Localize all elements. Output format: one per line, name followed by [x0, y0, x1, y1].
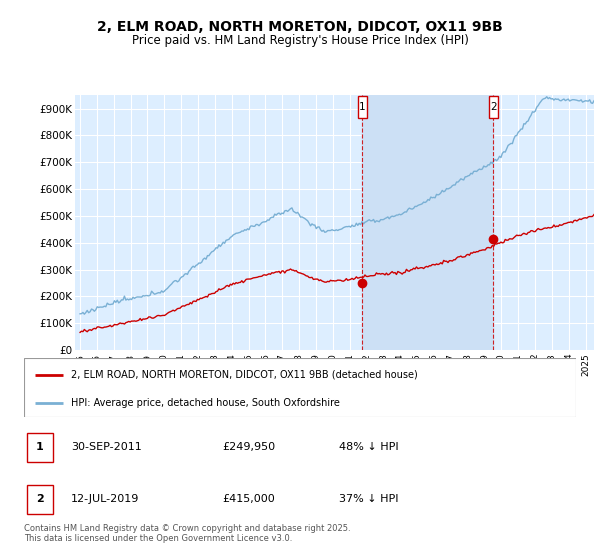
Text: 2: 2: [490, 102, 497, 113]
Text: Contains HM Land Registry data © Crown copyright and database right 2025.
This d: Contains HM Land Registry data © Crown c…: [24, 524, 350, 543]
Text: 2, ELM ROAD, NORTH MORETON, DIDCOT, OX11 9BB (detached house): 2, ELM ROAD, NORTH MORETON, DIDCOT, OX11…: [71, 370, 418, 380]
Text: Price paid vs. HM Land Registry's House Price Index (HPI): Price paid vs. HM Land Registry's House …: [131, 34, 469, 46]
Text: 48% ↓ HPI: 48% ↓ HPI: [338, 442, 398, 452]
Text: 30-SEP-2011: 30-SEP-2011: [71, 442, 142, 452]
FancyBboxPatch shape: [489, 96, 497, 118]
Text: 1: 1: [359, 102, 365, 113]
FancyBboxPatch shape: [27, 433, 53, 462]
Bar: [362, 95, 493, 350]
Text: HPI: Average price, detached house, South Oxfordshire: HPI: Average price, detached house, Sout…: [71, 398, 340, 408]
Text: 2, ELM ROAD, NORTH MORETON, DIDCOT, OX11 9BB: 2, ELM ROAD, NORTH MORETON, DIDCOT, OX11…: [97, 20, 503, 34]
Text: £415,000: £415,000: [223, 494, 275, 504]
FancyBboxPatch shape: [24, 358, 576, 417]
Text: 37% ↓ HPI: 37% ↓ HPI: [338, 494, 398, 504]
Text: £249,950: £249,950: [223, 442, 276, 452]
Text: 2: 2: [36, 494, 44, 504]
Text: 12-JUL-2019: 12-JUL-2019: [71, 494, 139, 504]
FancyBboxPatch shape: [358, 96, 367, 118]
FancyBboxPatch shape: [27, 484, 53, 514]
Text: 1: 1: [36, 442, 44, 452]
